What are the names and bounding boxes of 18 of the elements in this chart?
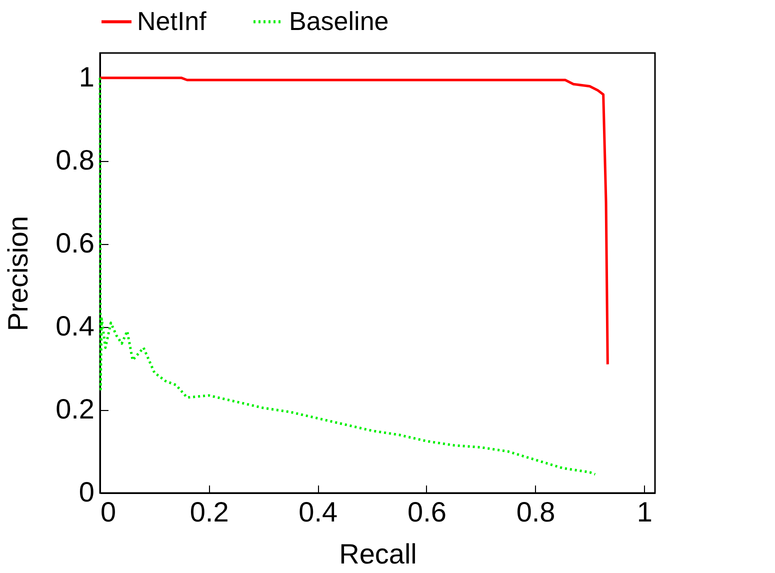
y-tick-label: 0 [78,476,94,508]
x-tick-label: 0.6 [408,496,446,528]
y-tick-label: 0.6 [56,227,94,258]
x-axis-title: Recall [339,538,417,570]
legend-label: NetInf [137,6,208,36]
y-tick-label: 0.4 [56,310,94,342]
legend-label: Baseline [289,6,389,36]
y-tick-label: 0.8 [56,144,94,176]
y-tick-label: 1 [78,61,94,92]
y-tick-label: 0.2 [56,393,94,424]
x-tick-label: 0.4 [298,496,338,528]
line-series [98,76,609,366]
x-tick-label: 0.8 [516,496,556,528]
x-tick-label: 0.2 [190,496,229,528]
line-series [98,76,596,476]
x-tick-label: 0 [100,496,116,528]
x-tick-label: 1 [636,496,652,528]
y-axis-title: Precision [2,216,34,332]
